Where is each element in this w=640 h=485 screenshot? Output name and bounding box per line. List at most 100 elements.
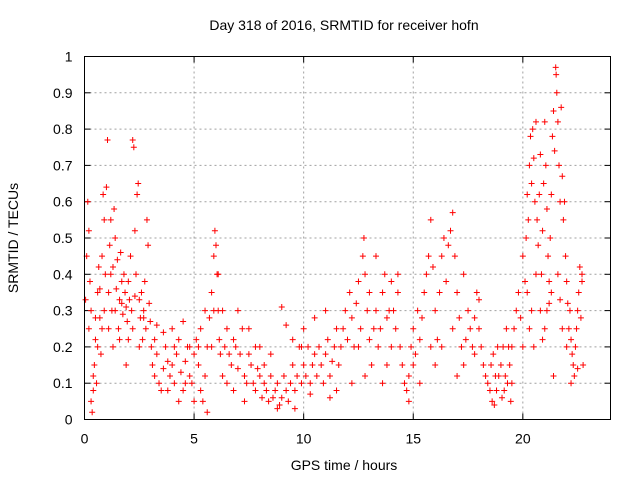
data-point — [142, 325, 149, 332]
data-point — [523, 235, 530, 241]
data-point — [113, 285, 120, 292]
data-point — [217, 351, 224, 358]
data-point — [197, 387, 204, 394]
data-point — [513, 307, 520, 314]
data-point — [558, 104, 565, 111]
data-point — [579, 278, 586, 285]
data-point — [232, 343, 239, 350]
data-point — [366, 289, 373, 296]
y-axis-label: SRMTID / TECUs — [5, 183, 21, 293]
data-point — [460, 271, 467, 278]
data-point — [107, 216, 114, 223]
data-point — [107, 271, 114, 278]
data-points — [82, 64, 587, 416]
data-point — [425, 253, 432, 260]
data-point — [484, 380, 491, 387]
data-point — [488, 362, 495, 369]
data-point — [554, 271, 561, 278]
data-point — [405, 398, 412, 405]
data-point — [536, 191, 543, 198]
data-point — [573, 325, 580, 332]
data-point — [360, 235, 367, 241]
data-point — [542, 162, 549, 169]
data-point — [399, 362, 406, 369]
data-point — [226, 351, 233, 358]
y-tick-label: 0 — [65, 412, 73, 428]
data-point — [96, 285, 103, 292]
data-point — [173, 351, 180, 358]
data-point — [138, 289, 145, 296]
data-point — [440, 235, 447, 241]
data-point — [333, 325, 340, 332]
data-point — [471, 351, 478, 358]
data-point — [326, 394, 333, 401]
data-point — [559, 173, 566, 180]
data-point — [527, 133, 534, 140]
data-point — [128, 307, 135, 314]
data-point — [248, 362, 255, 369]
data-point — [454, 372, 461, 379]
data-point — [95, 264, 102, 271]
data-point — [221, 343, 228, 350]
data-point — [390, 307, 397, 314]
data-point — [423, 271, 430, 278]
data-point — [559, 325, 566, 332]
data-point — [480, 362, 487, 369]
data-point — [443, 278, 450, 285]
data-point — [322, 307, 329, 314]
data-point — [104, 136, 111, 143]
data-point — [502, 372, 509, 379]
data-point — [401, 380, 408, 387]
data-point — [149, 362, 156, 369]
data-point — [524, 289, 531, 296]
data-point — [383, 314, 390, 321]
data-point — [129, 325, 136, 332]
data-point — [506, 362, 513, 369]
data-point — [550, 372, 557, 379]
data-point — [210, 307, 217, 314]
data-point — [449, 209, 456, 216]
data-point — [525, 216, 532, 223]
data-point — [125, 336, 132, 343]
data-point — [316, 343, 323, 350]
data-point — [267, 372, 274, 379]
data-point — [318, 362, 325, 369]
data-point — [348, 314, 355, 321]
data-point — [565, 325, 572, 332]
data-point — [129, 136, 136, 143]
data-point — [250, 380, 257, 387]
data-point — [125, 278, 132, 285]
data-point — [289, 362, 296, 369]
data-point — [219, 307, 226, 314]
data-point — [355, 343, 362, 350]
data-point — [576, 264, 583, 271]
data-point — [570, 362, 577, 369]
grid-lines — [84, 56, 611, 420]
data-point — [476, 296, 482, 303]
data-point — [119, 311, 126, 318]
data-point — [197, 325, 204, 332]
data-point — [333, 387, 340, 394]
data-point — [372, 253, 379, 260]
data-point — [508, 343, 515, 350]
data-point — [528, 180, 535, 187]
data-point — [397, 343, 404, 350]
data-point — [353, 300, 360, 307]
data-point — [305, 343, 312, 350]
data-point — [90, 372, 97, 379]
data-point — [524, 191, 531, 198]
data-point — [136, 343, 143, 350]
data-point — [99, 253, 106, 260]
data-point — [289, 336, 296, 343]
data-point — [102, 271, 109, 278]
data-point — [106, 242, 113, 249]
data-point — [478, 343, 485, 350]
data-point — [230, 336, 237, 343]
x-tick-label: 0 — [81, 431, 89, 447]
data-point — [228, 362, 235, 369]
data-point — [186, 372, 193, 379]
data-point — [101, 216, 108, 223]
data-point — [298, 343, 305, 350]
data-point — [139, 336, 146, 343]
